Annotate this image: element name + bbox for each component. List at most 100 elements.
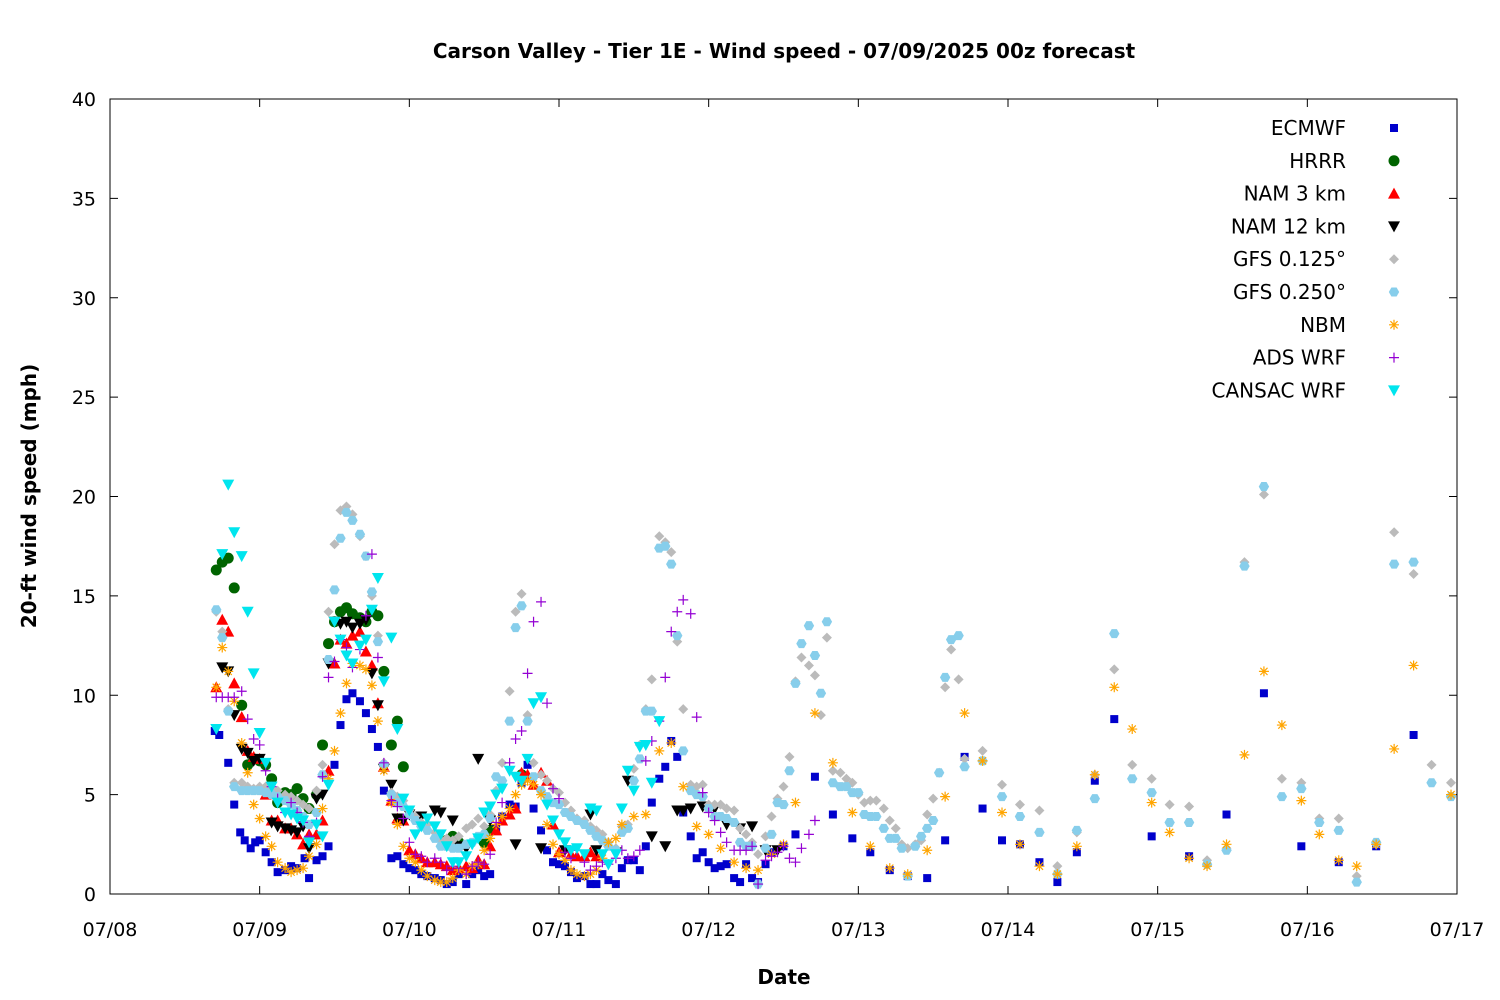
data-point [510,789,521,800]
data-point [251,838,260,847]
data-point [548,839,559,850]
data-point [1014,839,1025,850]
data-point [335,533,346,543]
data-point [716,862,725,871]
data-point [422,825,433,835]
data-point [611,880,620,889]
data-point [529,804,538,813]
data-point [692,854,701,863]
data-point [746,821,759,833]
data-point [346,658,359,670]
data-point [715,843,726,854]
data-point [484,840,497,852]
y-tick-label: 40 [72,89,96,111]
data-point [959,708,970,719]
data-point [452,857,465,869]
data-point [654,745,665,756]
data-point [946,644,957,655]
data-point [367,725,376,734]
data-point [996,792,1008,802]
data-point [1296,784,1307,794]
data-point [635,866,644,875]
x-tick-label: 07/08 [83,919,138,941]
data-point [1071,841,1082,852]
data-point [940,682,951,693]
data-point [259,757,272,769]
data-point [386,790,397,800]
data-point [409,829,422,841]
data-point [902,869,913,880]
legend-label: NAM 12 km [1231,214,1346,238]
data-point [304,851,315,862]
data-point [359,645,372,657]
data-point [522,775,533,786]
data-point [828,810,837,819]
data-point [253,753,266,765]
data-point [1408,557,1419,567]
data-point [1109,629,1120,639]
data-point [784,751,795,762]
data-point [1109,664,1120,675]
data-point [654,531,665,542]
data-point [628,851,639,862]
data-point [941,836,950,845]
data-point [1089,769,1100,780]
data-point [255,836,264,845]
data-point [248,799,259,810]
axis-ticks: 07/08 07/09 07/10 07/11 07/12 07/13 07/14 07/15… [72,89,1485,941]
legend-marker [1388,385,1400,397]
data-point [778,841,789,852]
data-point [645,831,658,843]
data-point [721,803,732,814]
data-point [590,845,603,857]
data-point [809,650,821,661]
data-point [311,785,322,796]
data-point [1258,489,1269,500]
data-point [1146,773,1157,784]
data-point [598,870,607,879]
data-point [397,793,410,805]
data-point [334,634,347,646]
data-point [927,815,939,825]
data-point [410,857,421,868]
data-point [254,813,265,824]
data-point [1147,832,1156,841]
data-point [504,803,515,814]
data-point [462,880,471,889]
data-point [366,680,377,691]
data-point [441,877,452,888]
data-point [610,833,621,844]
data-point [468,870,477,879]
data-point [1221,839,1232,850]
data-point [821,617,833,627]
data-point [760,855,771,866]
data-point [890,823,901,834]
data-point [485,833,496,844]
data-point [741,863,752,874]
data-point [796,639,807,649]
data-point [347,515,358,525]
data-point [329,585,340,595]
data-point [1089,794,1101,804]
data-point [571,815,583,825]
x-tick-label: 07/16 [1280,919,1335,941]
data-point [372,637,384,647]
data-point [978,804,987,813]
legend-marker [1388,187,1400,199]
data-point [235,551,248,563]
data-point [622,853,633,864]
data-point [827,778,839,788]
data-point [359,634,372,646]
data-point [698,848,707,857]
data-point [522,716,533,726]
data-points [210,479,1457,890]
data-point [959,753,970,764]
data-point [473,857,484,868]
data-point [1276,773,1287,784]
data-point [1164,799,1175,810]
x-tick-label: 07/17 [1430,919,1485,941]
data-point [415,821,428,833]
data-point [353,618,366,630]
data-point [480,872,489,881]
data-point [329,745,340,756]
